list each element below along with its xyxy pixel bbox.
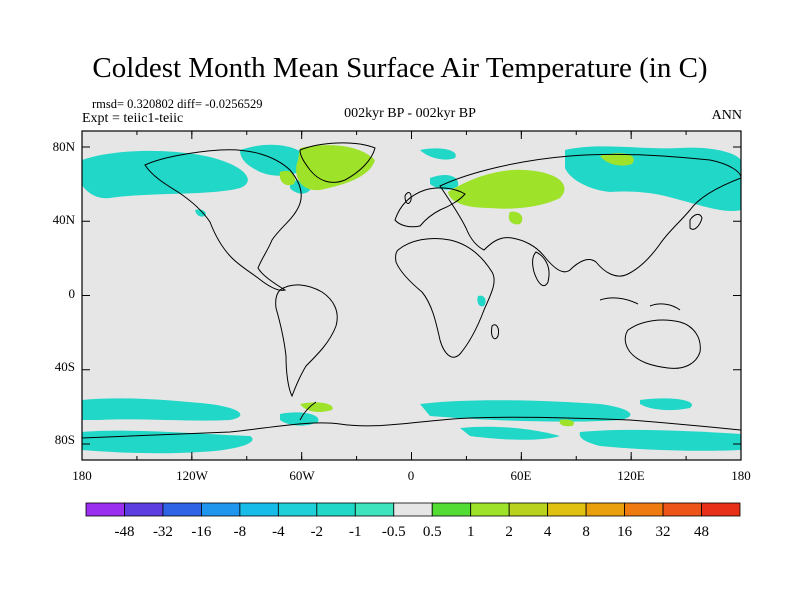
x-axis-labels: 180 120W 60W 0 60E 120E 180 — [72, 468, 751, 483]
colorbar-swatch — [701, 502, 741, 517]
period-label: 002kyr BP - 002kyr BP — [344, 106, 476, 121]
colorbar-swatch — [470, 502, 510, 517]
colorbar-swatch — [354, 502, 395, 517]
colorbar-swatch — [201, 502, 241, 517]
experiment-label: Expt = teiic1-teiic — [82, 111, 184, 126]
colorbar-label: 16 — [617, 524, 633, 540]
y-tick-label: 40N — [53, 212, 76, 227]
colorbar-swatch — [85, 502, 125, 517]
colorbar-label: -48 — [114, 524, 134, 540]
colorbar-label: -16 — [191, 524, 211, 540]
axis-ticks — [81, 131, 742, 460]
x-tick-label: 180 — [731, 468, 751, 483]
map-title: Coldest Month Mean Surface Air Temperatu… — [92, 52, 708, 84]
colorbar-label: -2 — [311, 524, 324, 540]
anomaly-fields — [82, 144, 741, 454]
colorbar-labels: -48 -32 -16 -8 -4 -2 -1 -0.5 0.5 1 2 4 8 16 32 48 — [114, 524, 709, 540]
colorbar-swatch — [316, 502, 356, 517]
cooling-regions — [82, 144, 741, 454]
warming-regions — [279, 145, 634, 427]
stats-label: rmsd= 0.320802 diff= -0.0256529 — [92, 97, 263, 111]
x-tick-label: 120W — [176, 468, 209, 483]
colorbar-label: -8 — [234, 524, 247, 540]
colorbar-swatch — [393, 502, 433, 517]
colorbar-swatch — [431, 502, 472, 517]
coastlines — [82, 142, 741, 439]
colorbar — [85, 502, 741, 517]
x-tick-label: 60W — [289, 468, 315, 483]
colorbar-label: 0.5 — [423, 524, 442, 540]
colorbar-label: -0.5 — [382, 524, 406, 540]
colorbar-swatch — [162, 502, 202, 517]
season-label: ANN — [711, 108, 742, 123]
y-tick-label: 80N — [53, 139, 76, 154]
colorbar-swatch — [662, 502, 702, 517]
y-tick-label: 0 — [69, 286, 76, 301]
y-tick-label: 80S — [55, 432, 75, 447]
colorbar-swatch — [277, 502, 318, 517]
x-tick-label: 60E — [511, 468, 532, 483]
y-axis-labels: 80N 40N 0 40S 80S — [53, 139, 76, 447]
colorbar-swatch — [239, 502, 279, 517]
colorbar-swatch — [547, 502, 587, 517]
colorbar-label: -4 — [272, 524, 285, 540]
colorbar-swatch — [585, 502, 625, 517]
y-tick-label: 40S — [55, 359, 75, 374]
colorbar-label: 48 — [694, 524, 709, 540]
colorbar-label: 32 — [656, 524, 671, 540]
colorbar-label: 4 — [544, 524, 552, 540]
colorbar-label: 8 — [582, 524, 590, 540]
colorbar-swatch — [124, 502, 164, 517]
colorbar-label: -32 — [153, 524, 173, 540]
colorbar-swatch — [508, 502, 549, 517]
colorbar-label: 1 — [467, 524, 475, 540]
x-tick-label: 180 — [72, 468, 92, 483]
x-tick-label: 0 — [408, 468, 415, 483]
x-tick-label: 120E — [617, 468, 645, 483]
colorbar-label: 2 — [505, 524, 513, 540]
colorbar-swatch — [624, 502, 664, 517]
colorbar-label: -1 — [349, 524, 362, 540]
